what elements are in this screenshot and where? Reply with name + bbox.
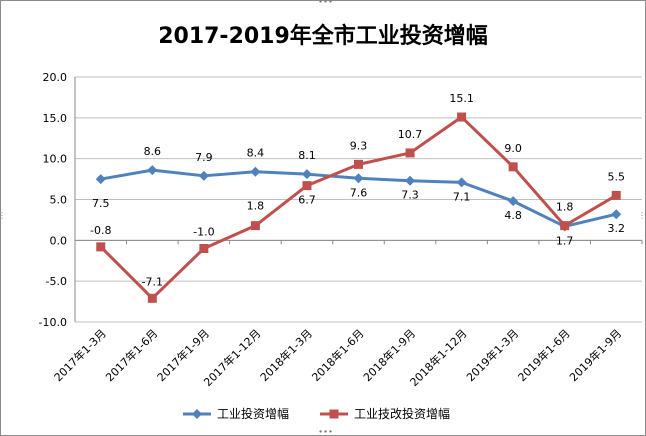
data-label: 9.3 (350, 139, 368, 152)
y-tick-label: -10.0 (39, 316, 67, 329)
legend-marker (329, 409, 339, 419)
legend-label: 工业投资增幅 (217, 406, 289, 421)
legend-marker (192, 409, 202, 419)
x-tick-label: 2018年1-6月 (309, 326, 367, 384)
resize-handle-bottom[interactable]: ∙∙∙ (318, 427, 334, 436)
data-point-marker (508, 162, 518, 172)
data-label: -0.8 (90, 224, 111, 237)
data-point-marker (302, 181, 312, 191)
data-point-marker (147, 293, 157, 303)
data-point-marker (405, 148, 415, 158)
data-point-marker (354, 159, 363, 169)
data-label: 3.2 (607, 222, 625, 235)
data-point-marker (405, 175, 416, 186)
y-tick-label: 0.0 (50, 234, 68, 247)
data-point-marker (456, 177, 467, 188)
data-point-marker (560, 221, 570, 231)
data-point-marker (611, 190, 621, 200)
data-point-marker (199, 244, 209, 253)
data-label: 1.8 (556, 201, 574, 214)
data-label: 1.8 (247, 200, 265, 213)
x-tick-label: 2017年1-9月 (154, 326, 212, 384)
data-label: 1.7 (556, 234, 574, 247)
y-tick-label: 5.0 (50, 194, 68, 207)
data-point-marker (147, 165, 158, 176)
resize-handle-left[interactable]: ⋮ (0, 211, 6, 220)
data-label: 8.4 (247, 147, 265, 160)
data-point-marker (198, 170, 209, 181)
resize-handle-top[interactable]: ∙∙∙ (318, 0, 334, 6)
data-label: 7.9 (195, 151, 213, 164)
data-point-marker (250, 166, 261, 177)
data-point-marker (457, 112, 467, 122)
data-point-marker (95, 174, 106, 185)
data-label: 4.8 (504, 209, 522, 222)
data-label: 8.6 (144, 145, 162, 158)
data-point-marker (250, 221, 260, 231)
data-label: 5.5 (607, 170, 625, 183)
resize-handle-right[interactable]: ⋮ (638, 211, 646, 220)
data-point-marker (611, 209, 622, 220)
y-tick-label: 15.0 (43, 112, 68, 125)
x-tick-label: 2019年1-3月 (463, 326, 521, 384)
data-label: 9.0 (504, 142, 522, 155)
x-tick-label: 2017年1-3月 (51, 326, 109, 384)
data-label: -7.1 (142, 275, 163, 288)
data-label: 10.7 (398, 128, 423, 141)
data-point-marker (353, 173, 364, 184)
y-tick-label: 10.0 (43, 153, 68, 166)
x-tick-label: 2019年1-9月 (566, 326, 624, 384)
data-label: 7.5 (92, 197, 110, 210)
data-label: 8.1 (298, 149, 316, 162)
data-label: -1.0 (193, 226, 214, 239)
data-label: 7.1 (453, 190, 471, 203)
data-label: 15.1 (449, 92, 474, 105)
data-point-marker (508, 196, 519, 207)
legend-label: 工业技改投资增幅 (354, 406, 450, 421)
data-label: 7.6 (350, 186, 368, 199)
x-tick-label: 2017年1-6月 (102, 326, 160, 384)
data-label: 6.7 (298, 194, 316, 207)
data-point-marker (301, 169, 312, 180)
x-tick-label: 2019年1-6月 (515, 326, 573, 384)
chart-title: 2017-2019年全市工业投资增幅 (158, 24, 488, 49)
x-tick-label: 2018年1-9月 (360, 326, 418, 384)
y-tick-label: 20.0 (43, 71, 68, 84)
x-tick-label: 2018年1-3月 (257, 326, 315, 384)
data-label: 7.3 (401, 189, 419, 202)
y-tick-label: -5.0 (46, 275, 67, 288)
data-point-marker (96, 242, 106, 252)
